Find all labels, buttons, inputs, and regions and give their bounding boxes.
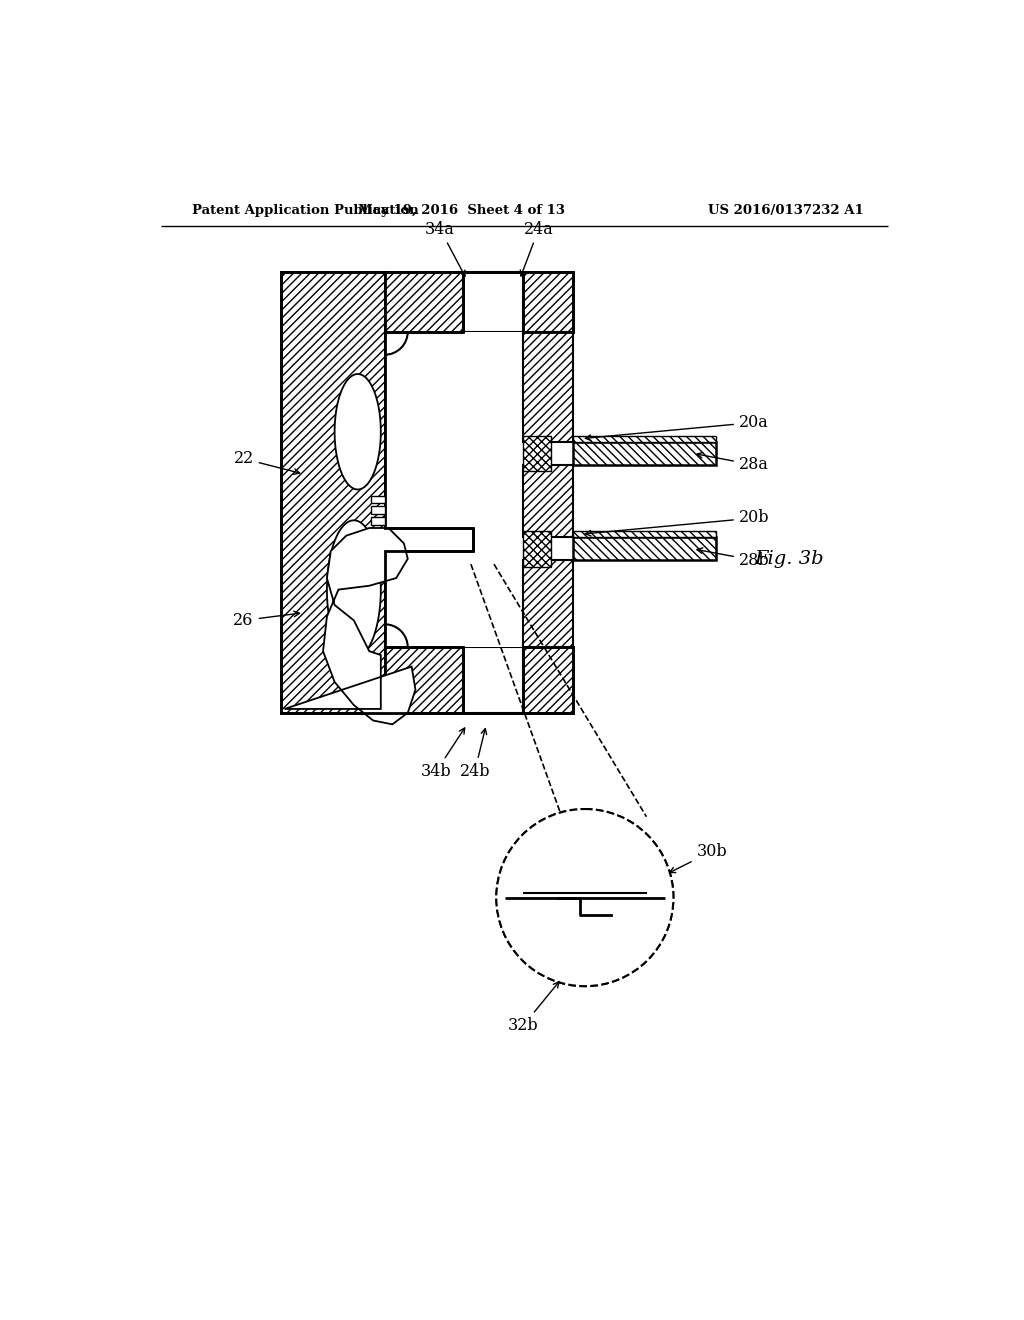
Polygon shape bbox=[385, 272, 573, 331]
Text: 20b: 20b bbox=[586, 510, 769, 536]
Polygon shape bbox=[385, 528, 473, 552]
Text: May 19, 2016  Sheet 4 of 13: May 19, 2016 Sheet 4 of 13 bbox=[358, 205, 565, 218]
Text: 22: 22 bbox=[233, 450, 300, 474]
Polygon shape bbox=[463, 272, 523, 331]
Polygon shape bbox=[327, 520, 381, 659]
Text: 20a: 20a bbox=[586, 414, 769, 441]
Polygon shape bbox=[573, 436, 716, 442]
Text: 24b: 24b bbox=[460, 729, 490, 780]
Text: Fig. 3b: Fig. 3b bbox=[755, 550, 824, 568]
Text: Patent Application Publication: Patent Application Publication bbox=[193, 205, 419, 218]
Text: 34a: 34a bbox=[425, 220, 465, 276]
Polygon shape bbox=[523, 465, 573, 537]
Polygon shape bbox=[285, 528, 416, 725]
Polygon shape bbox=[463, 647, 523, 713]
Polygon shape bbox=[523, 531, 551, 566]
Polygon shape bbox=[385, 331, 573, 647]
Polygon shape bbox=[573, 537, 716, 560]
Polygon shape bbox=[385, 647, 573, 713]
Polygon shape bbox=[281, 272, 385, 713]
Text: 28a: 28a bbox=[697, 453, 769, 474]
Polygon shape bbox=[497, 809, 674, 898]
Polygon shape bbox=[497, 898, 674, 986]
Text: 28b: 28b bbox=[697, 548, 769, 569]
Text: 24a: 24a bbox=[520, 220, 554, 276]
Text: 30b: 30b bbox=[670, 843, 727, 873]
Polygon shape bbox=[371, 517, 385, 525]
Polygon shape bbox=[523, 331, 573, 442]
Circle shape bbox=[497, 809, 674, 986]
Polygon shape bbox=[573, 531, 716, 537]
Polygon shape bbox=[371, 496, 385, 503]
Text: 34b: 34b bbox=[421, 727, 465, 780]
Polygon shape bbox=[523, 436, 551, 471]
Text: US 2016/0137232 A1: US 2016/0137232 A1 bbox=[708, 205, 864, 218]
Polygon shape bbox=[335, 374, 381, 490]
Text: 26: 26 bbox=[233, 611, 299, 628]
Polygon shape bbox=[371, 507, 385, 515]
Text: 32b: 32b bbox=[508, 982, 559, 1034]
Polygon shape bbox=[573, 442, 716, 465]
Polygon shape bbox=[523, 560, 573, 647]
